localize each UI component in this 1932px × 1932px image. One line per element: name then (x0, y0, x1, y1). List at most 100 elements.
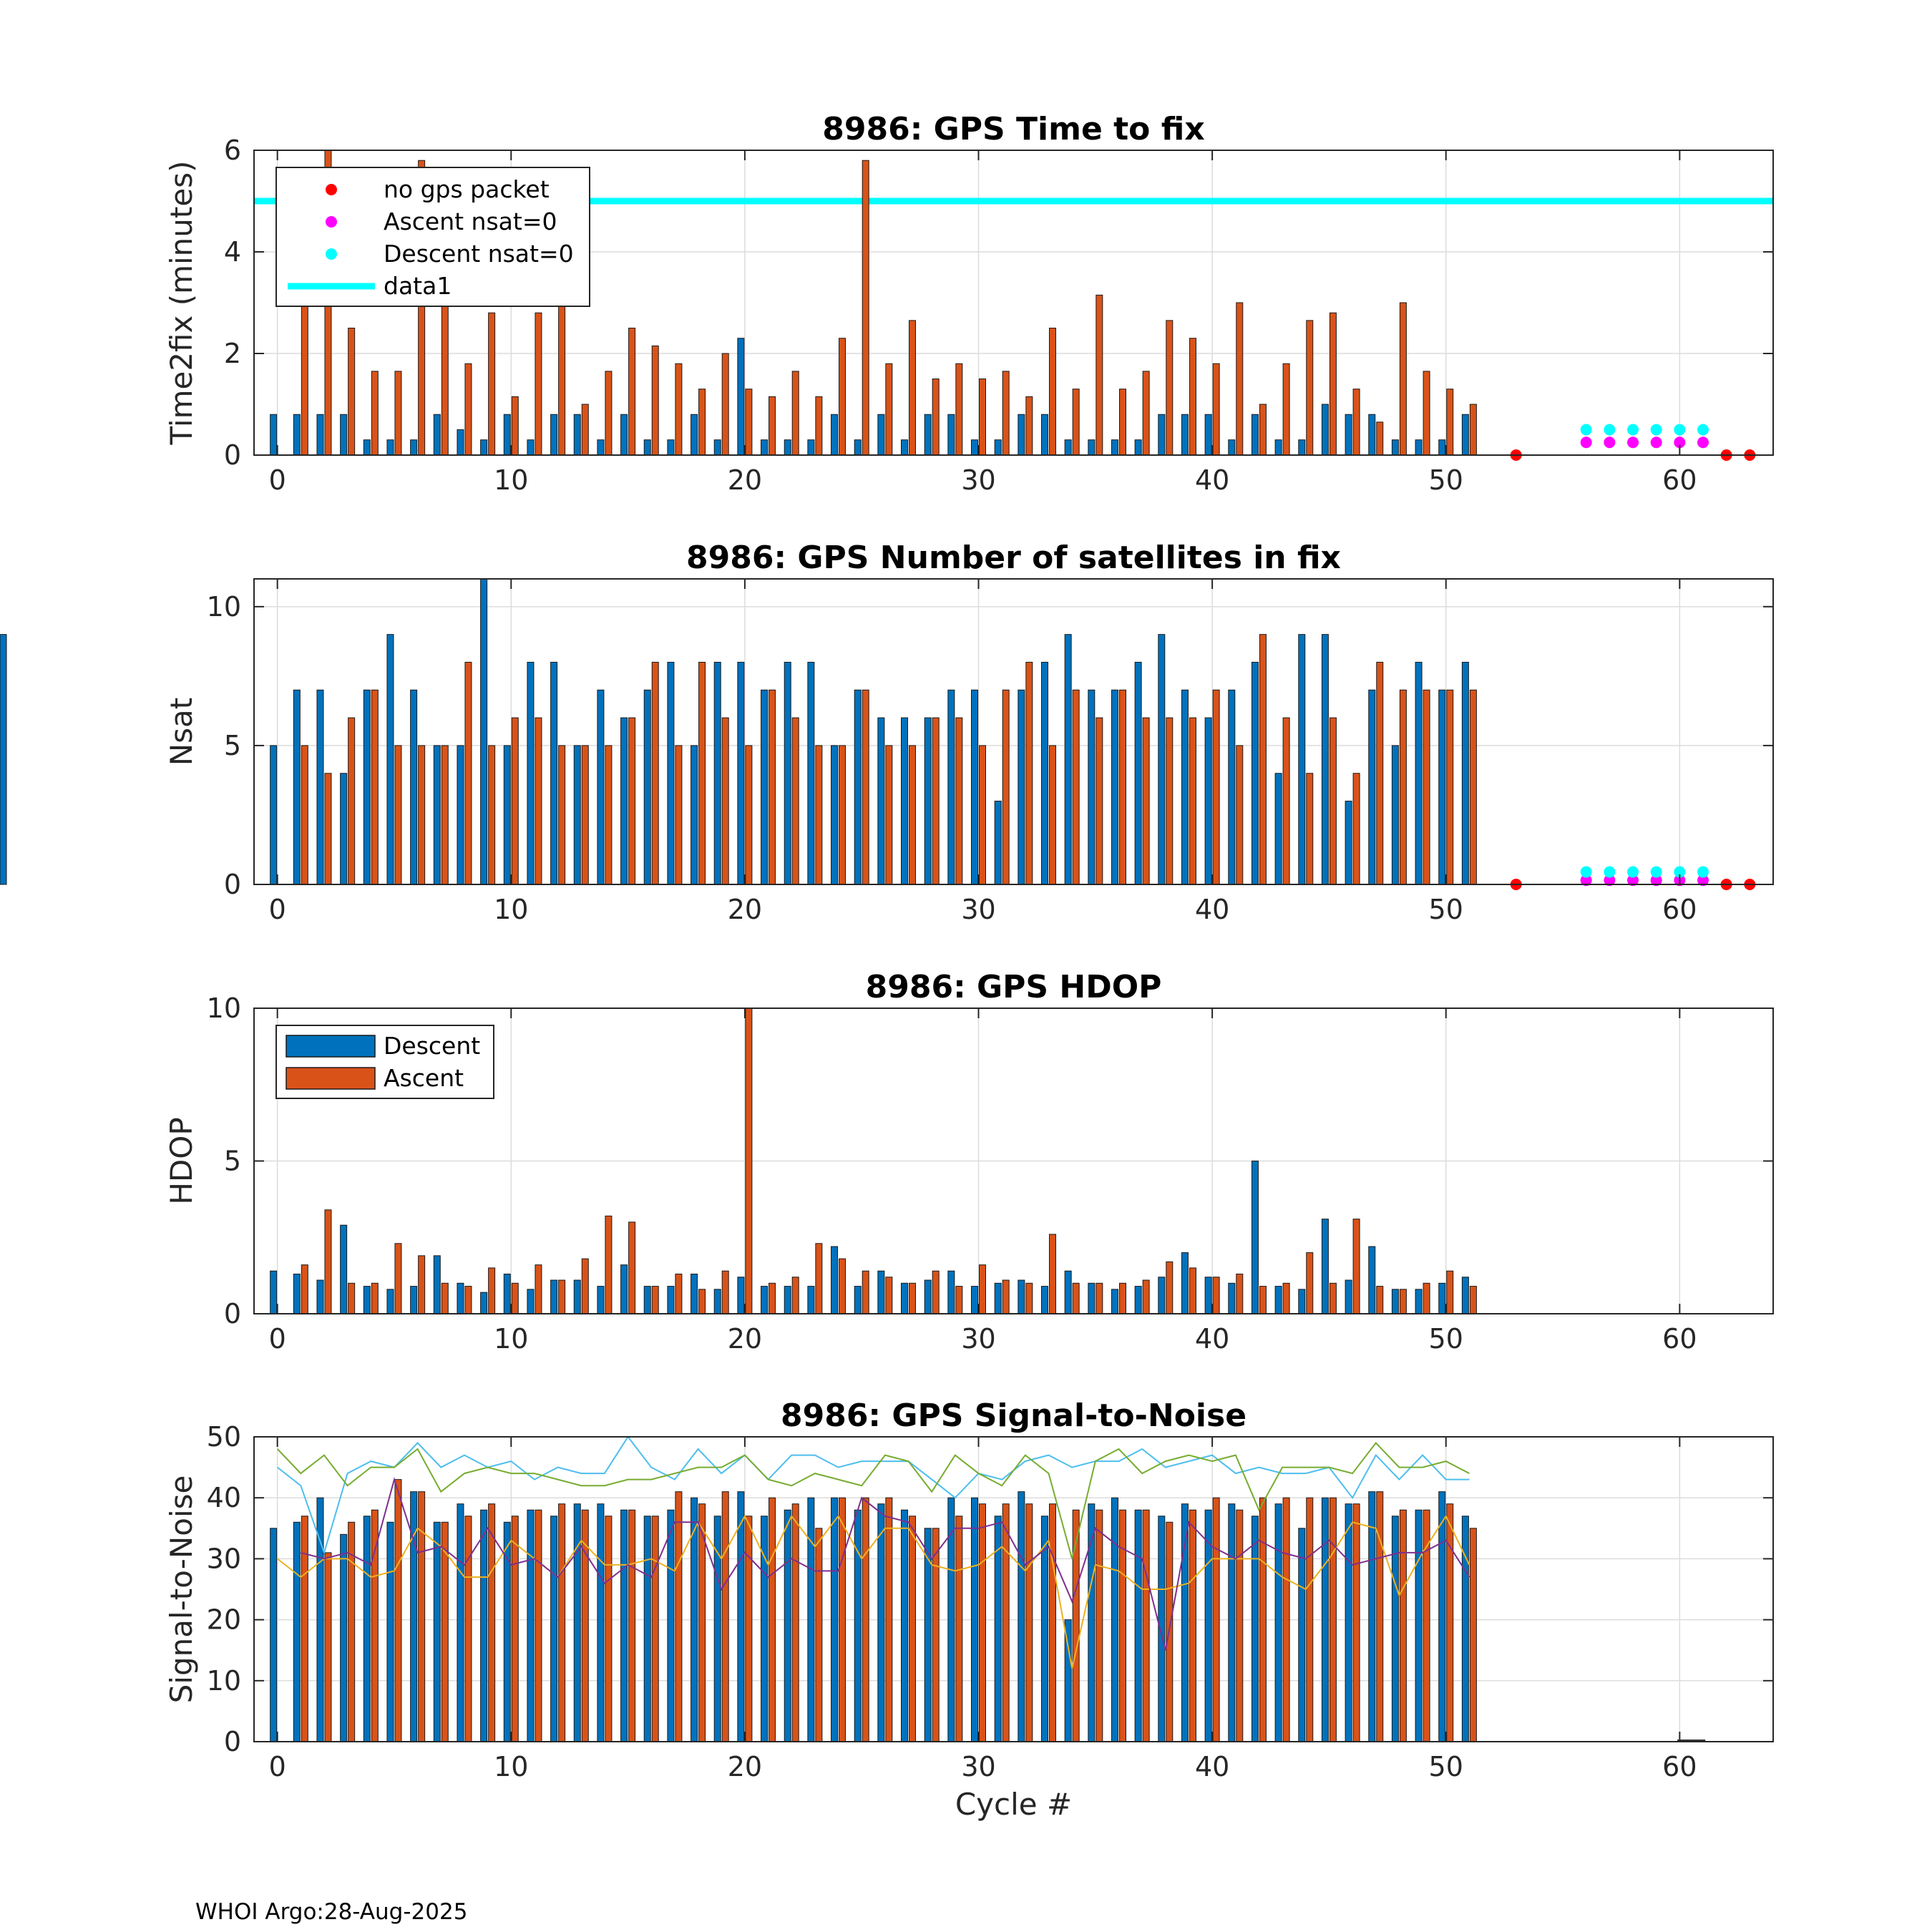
ascent-bar (1352, 1503, 1360, 1742)
descent-bar (1391, 1289, 1399, 1314)
descent-bar (924, 414, 932, 456)
descent-bar (573, 1279, 581, 1314)
descent-bar (550, 661, 558, 885)
descent-bar (293, 1273, 301, 1314)
ascent-bar (581, 745, 589, 885)
descent-bar (340, 1224, 348, 1314)
ascent-bar (535, 717, 542, 885)
descent-bar (1274, 1503, 1282, 1742)
descent-bar (807, 661, 815, 885)
descent-bar (316, 689, 324, 885)
ascent-bar (1096, 1282, 1103, 1314)
ascent-bar (979, 745, 987, 885)
descent-bar (503, 414, 511, 456)
legend-marker-swatch (326, 248, 337, 260)
ascent-bar (511, 717, 519, 885)
ascent-bar (1118, 1509, 1126, 1742)
descent-bar (643, 689, 651, 885)
descent-bar (691, 414, 698, 456)
ascent-bar (839, 1497, 847, 1742)
x-tick-label: 20 (728, 1751, 762, 1782)
descent-bar (1181, 414, 1189, 456)
descent-bar (994, 801, 1002, 885)
ascent-bar (1118, 1282, 1126, 1314)
descent-bar (971, 1286, 979, 1314)
descent-bar (854, 689, 862, 885)
ascent-bar (1189, 338, 1196, 456)
ascent-bar (1002, 1279, 1010, 1314)
ascent-bar (745, 1008, 753, 1314)
descent-bar (1345, 1503, 1352, 1742)
x-tick-label: 60 (1662, 1751, 1697, 1782)
y-tick-label: 30 (207, 1543, 241, 1574)
ascent-bar (1002, 1503, 1010, 1742)
ascent-nsat-0-marker (1650, 874, 1662, 887)
ascent-bar (1446, 1503, 1454, 1742)
descent-bar (270, 1270, 278, 1314)
chart-title: 8986: GPS Time to fix (822, 111, 1204, 147)
ascent-bar (605, 1215, 613, 1314)
x-tick-label: 50 (1429, 1323, 1463, 1355)
ascent-bar (1118, 389, 1126, 456)
ascent-bar (441, 1282, 449, 1314)
legend-label: no gps packet (384, 175, 550, 203)
legend-bar-swatch (286, 1067, 376, 1090)
descent-bar (1181, 1252, 1189, 1314)
descent-bar (480, 578, 488, 885)
ascent-bar (1236, 745, 1244, 885)
descent-bar (316, 1279, 324, 1314)
ascent-bar (1142, 717, 1150, 885)
x-tick-label: 20 (728, 464, 762, 496)
ascent-bar (1212, 689, 1220, 885)
x-tick-label: 30 (961, 1323, 995, 1355)
descent-bar (1345, 414, 1352, 456)
descent-bar (784, 439, 791, 456)
descent-bar (854, 439, 862, 456)
y-axis-label: Nsat (164, 698, 199, 766)
ascent-bar (791, 1277, 799, 1314)
ascent-bar (1166, 1261, 1174, 1314)
ascent-bar (979, 379, 987, 456)
ascent-bar (488, 745, 496, 885)
ascent-bar (1118, 689, 1126, 885)
ascent-bar (1329, 1282, 1337, 1314)
ascent-bar (885, 745, 893, 885)
descent-bar (433, 1521, 441, 1742)
ascent-bar (558, 302, 566, 456)
ascent-bar (862, 1497, 869, 1742)
descent-bar (1018, 689, 1025, 885)
descent-bar (293, 1521, 301, 1742)
ascent-bar (558, 1279, 566, 1314)
descent-bar (1368, 1246, 1376, 1314)
ascent-bar (769, 396, 776, 456)
descent-bar (901, 1509, 909, 1742)
ascent-bar (909, 320, 917, 456)
ascent-bar (1259, 1286, 1267, 1314)
y-tick-label: 0 (224, 1298, 241, 1330)
ascent-bar (1259, 1497, 1267, 1742)
legend-label: Ascent nsat=0 (384, 208, 557, 235)
ascent-bar (511, 396, 519, 456)
descent-bar (480, 1292, 488, 1314)
ascent-nsat-0-marker (1580, 874, 1592, 887)
x-tick-label: 10 (494, 894, 528, 925)
ascent-bar (1446, 389, 1454, 456)
descent-bar (1438, 1282, 1446, 1314)
ascent-bar (371, 1282, 379, 1314)
descent-bar (1158, 1277, 1166, 1314)
descent-bar (947, 414, 955, 456)
ascent-bar (535, 1509, 542, 1742)
ascent-bar (955, 1286, 963, 1314)
ascent-bar (815, 1243, 823, 1314)
x-tick-label: 0 (269, 1323, 286, 1355)
descent-bar (877, 414, 885, 456)
descent-bar (433, 1255, 441, 1314)
ascent-nsat-0-marker (1627, 436, 1639, 449)
descent-bar (924, 1528, 932, 1742)
ascent-bar (1376, 661, 1384, 885)
ascent-bar (721, 1270, 729, 1314)
descent-bar (550, 1279, 558, 1314)
ascent-bar (1399, 1509, 1407, 1742)
descent-bar (1274, 439, 1282, 456)
